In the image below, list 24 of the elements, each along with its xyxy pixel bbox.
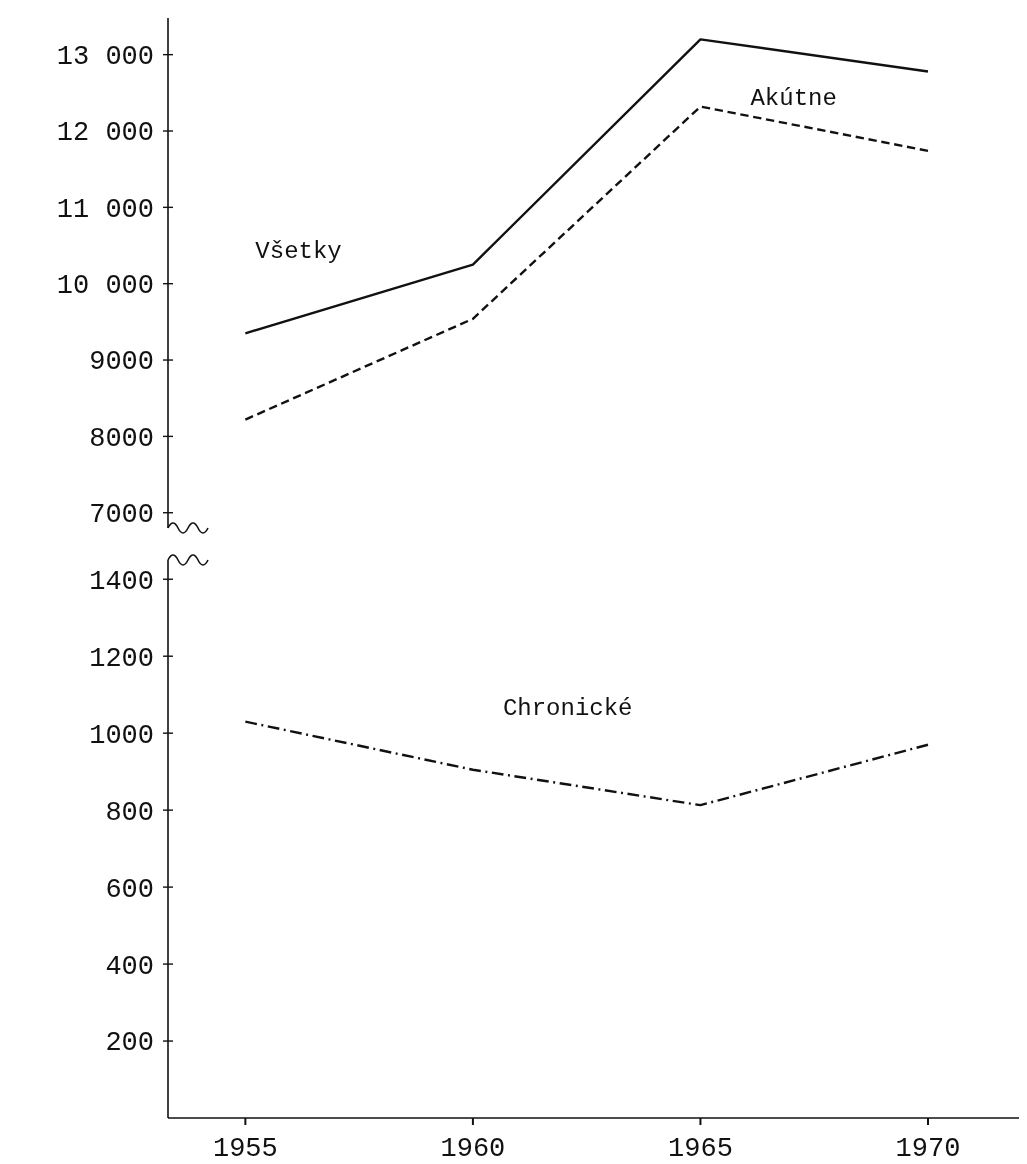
y-tick-label: 400	[105, 951, 154, 982]
y-tick-label: 13 000	[56, 42, 154, 73]
y-tick-label: 800	[105, 797, 154, 828]
series-label: Akútne	[750, 84, 837, 112]
series-label: Všetky	[255, 238, 342, 266]
x-tick-label: 1970	[895, 1134, 961, 1164]
y-tick-label: 200	[105, 1028, 154, 1059]
text: Chronické	[502, 694, 633, 722]
x-tick-label: 1955	[212, 1134, 278, 1164]
y-tick-label: 9000	[89, 347, 154, 378]
line-series	[244, 720, 930, 807]
y-tick-label: 12 000	[56, 118, 154, 149]
x-tick-label: 1965	[668, 1134, 733, 1164]
y-tick-label: 7000	[89, 500, 154, 531]
x-tick-label: 1960	[440, 1134, 506, 1164]
line-series	[244, 105, 930, 421]
y-tick-label: 1200	[89, 643, 154, 674]
line-series	[244, 38, 930, 335]
y-tick-label: 1400	[89, 566, 154, 597]
y-tick-label: 8000	[89, 423, 154, 454]
y-tick-label: 1000	[89, 720, 154, 751]
y-tick-label: 600	[105, 874, 154, 905]
y-tick-label: 10 000	[56, 271, 154, 302]
y-tick-label: 11 000	[56, 194, 154, 225]
